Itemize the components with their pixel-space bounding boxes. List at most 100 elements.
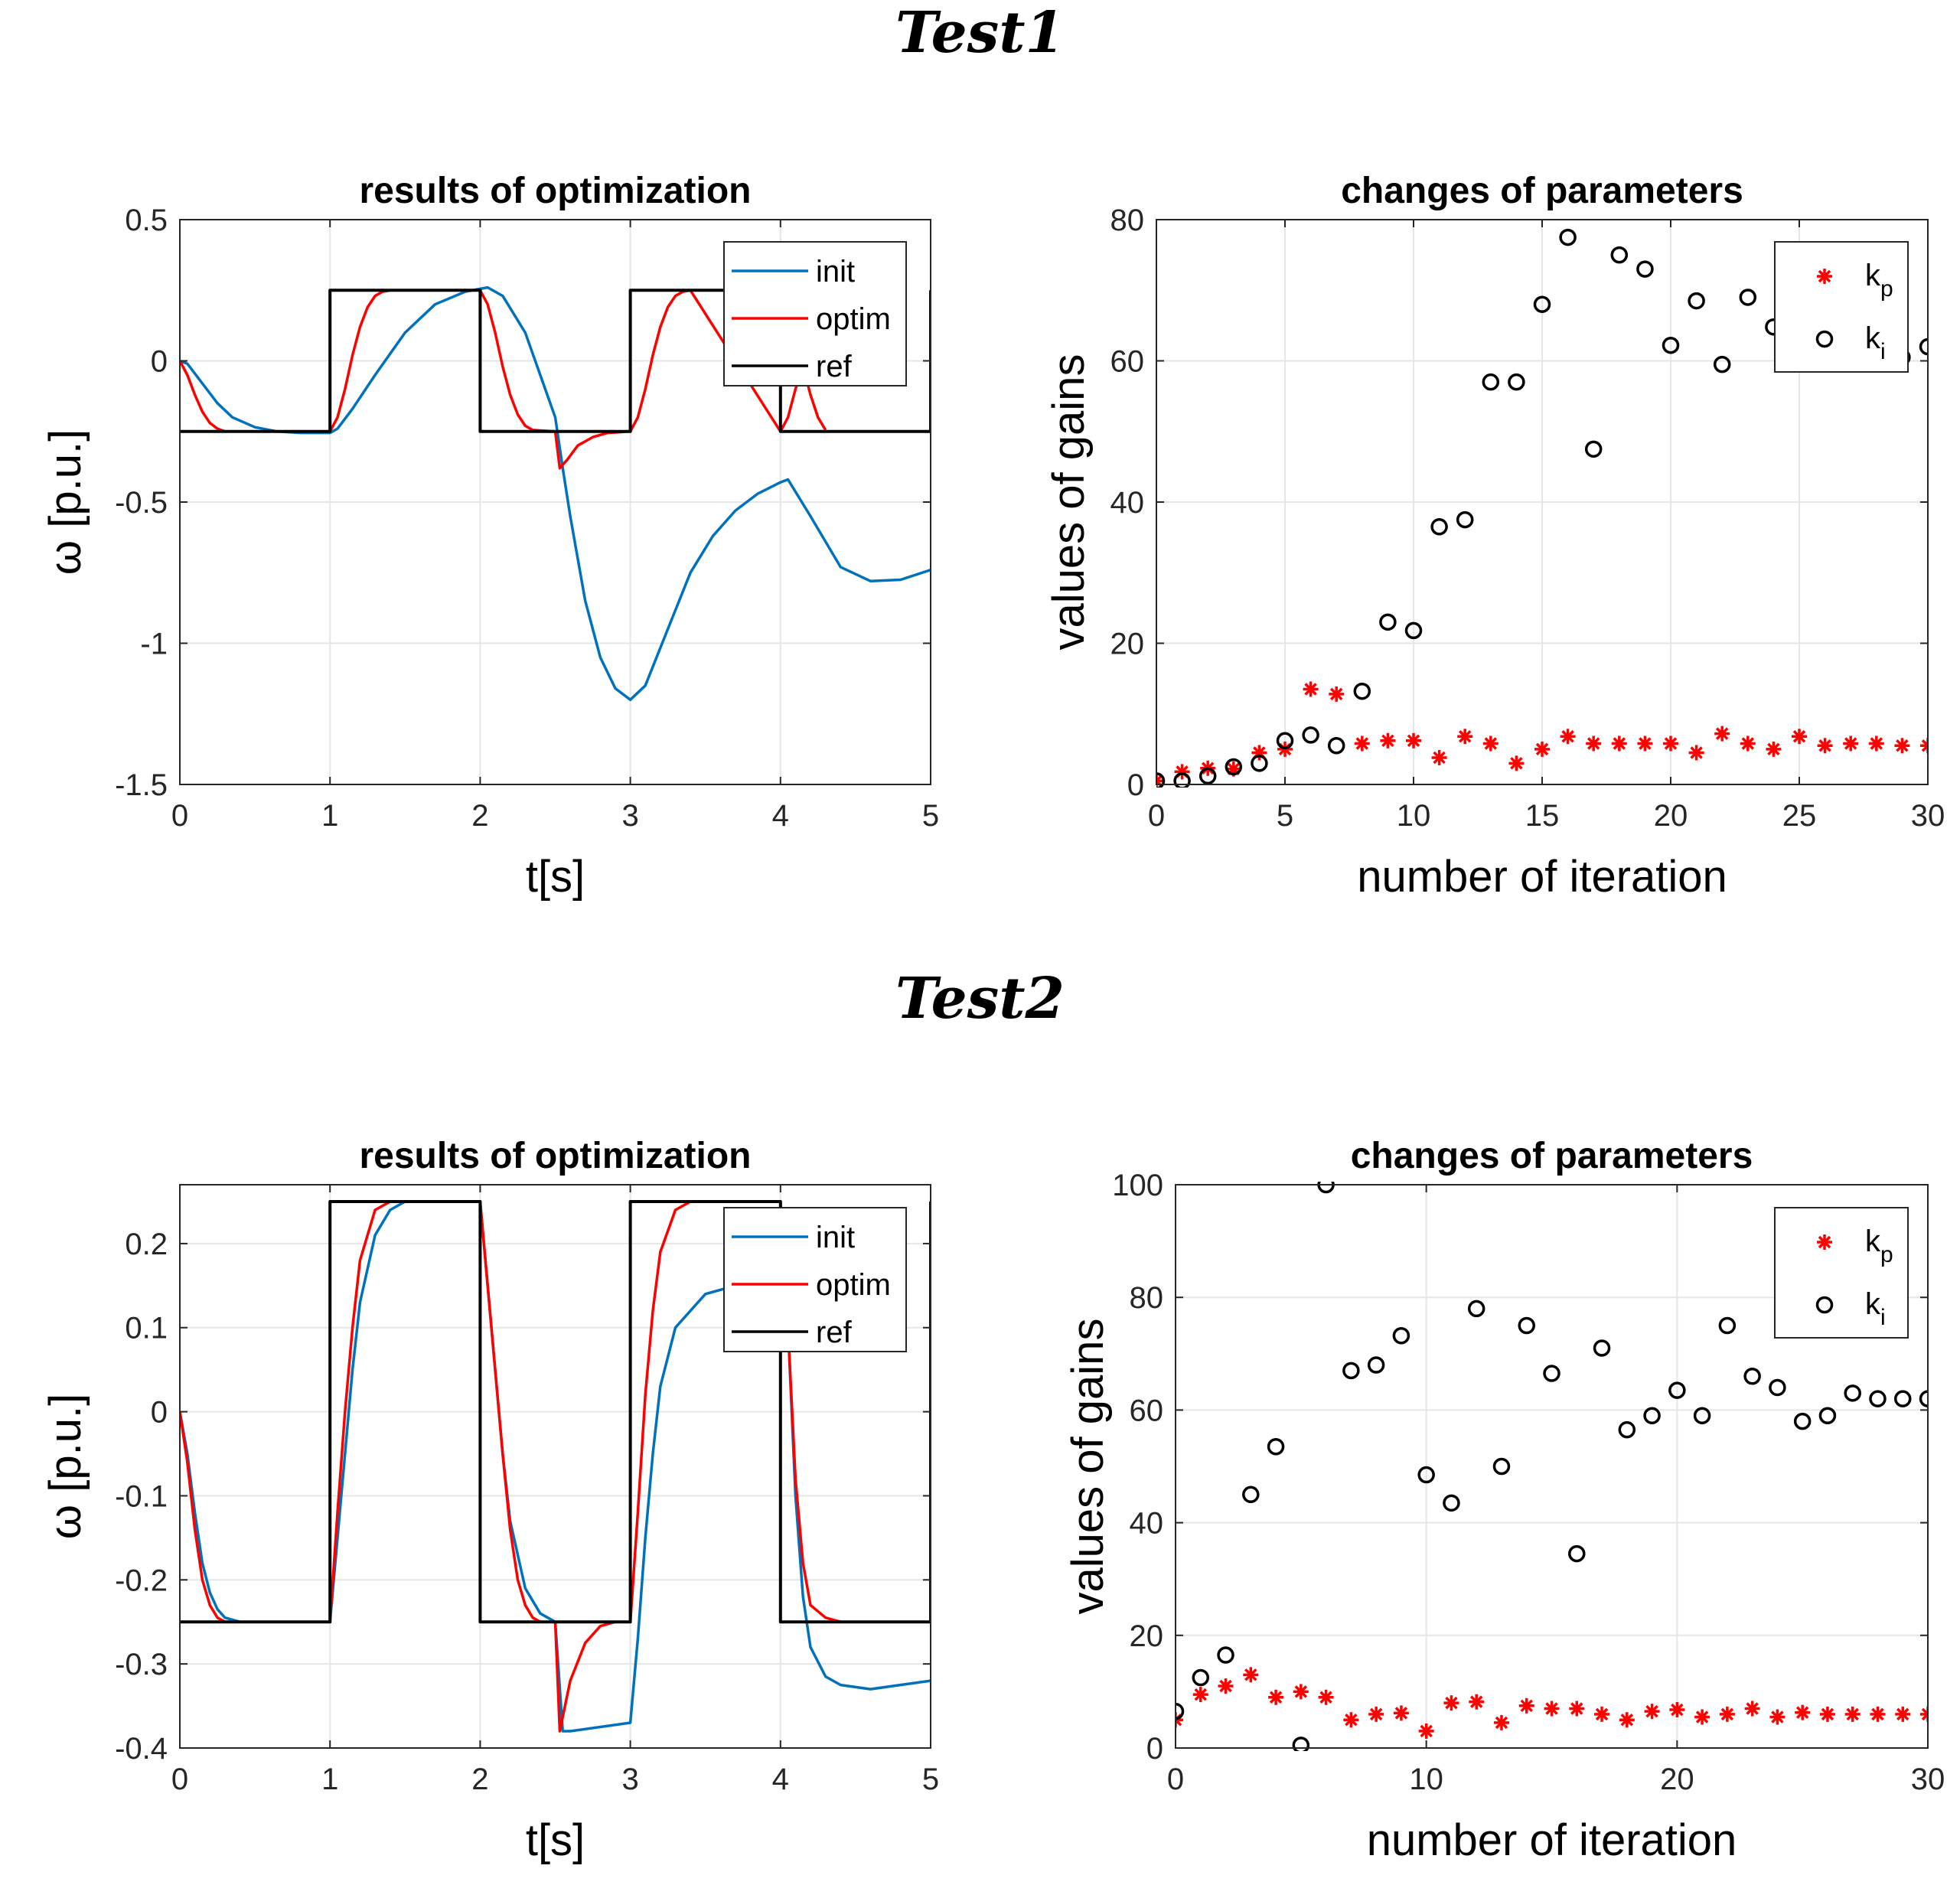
point-ki [1492, 1457, 1511, 1476]
legend-label-ref: ref [816, 1316, 853, 1349]
axes-box [179, 1184, 931, 1749]
point-ki [1192, 1668, 1210, 1687]
point-ki [1818, 1407, 1837, 1425]
y-tick-label: 0.1 [125, 1312, 168, 1345]
plot-title: changes of parameters [1351, 1136, 1753, 1176]
point-ki [1518, 1316, 1535, 1335]
y-tick-label: 60 [1110, 345, 1145, 379]
point-ki [1176, 1702, 1185, 1720]
point-ki [1456, 510, 1474, 529]
y-tick-label: 60 [1130, 1394, 1164, 1427]
x-tick-label: 5 [1277, 799, 1293, 833]
point-ki [1242, 1485, 1260, 1504]
point-kp [1740, 735, 1756, 752]
x-tick-label: 2 [471, 799, 488, 833]
y-tick-label: 20 [1110, 628, 1145, 661]
x-tick-label: 30 [1911, 799, 1945, 833]
point-ki [1636, 260, 1654, 278]
point-ki [1199, 767, 1217, 785]
point-kp [1844, 1706, 1861, 1722]
point-ki [1327, 737, 1345, 755]
y-tick-label: 80 [1130, 1281, 1164, 1315]
y-tick-label: 0 [151, 345, 168, 379]
x-tick-label: 0 [171, 1763, 188, 1796]
point-ki [1251, 755, 1268, 772]
point-kp [1192, 1687, 1208, 1703]
x-tick-label: 25 [1782, 799, 1817, 833]
x-tick-label: 10 [1409, 1763, 1443, 1796]
y-tick-label: 40 [1130, 1507, 1164, 1541]
y-tick-label: -0.4 [115, 1732, 168, 1766]
point-kp [1688, 745, 1704, 761]
point-kp [1870, 1706, 1886, 1722]
legend-label-kp: kp [1865, 1225, 1893, 1267]
y-tick-label: 100 [1112, 1169, 1163, 1202]
point-kp [1714, 726, 1730, 742]
point-ki [1543, 1365, 1560, 1382]
legend-box [723, 1207, 907, 1352]
point-kp [1318, 1689, 1334, 1705]
x-tick-label: 20 [1654, 799, 1688, 833]
point-kp [1303, 681, 1319, 697]
plot-title: changes of parameters [1341, 171, 1743, 211]
point-kp [1586, 735, 1602, 752]
point-ki [1662, 336, 1680, 354]
point-kp [1406, 732, 1421, 748]
series-line-ref [180, 1200, 931, 1624]
y-axis-label: ω [p.u.] [41, 429, 90, 575]
legend-box [1774, 241, 1909, 373]
point-ki [1919, 1390, 1928, 1407]
point-kp [1243, 1667, 1259, 1683]
point-kp [1518, 1697, 1534, 1714]
point-kp [1663, 735, 1678, 752]
point-ki [1379, 613, 1397, 631]
legend-label-ki: ki [1865, 1287, 1886, 1330]
point-kp [1594, 1706, 1610, 1722]
axes-box [1175, 1184, 1929, 1749]
point-kp [1868, 735, 1884, 752]
point-ki [1584, 440, 1603, 458]
t2-gains-chart: 0 10 20 30 0 20 40 60 80 100 changes of parameters… [1063, 1136, 1945, 1865]
point-ki [1417, 1466, 1435, 1484]
series-line-ref [180, 289, 931, 433]
x-tick-label: 30 [1911, 1763, 1945, 1796]
point-ki [1688, 292, 1705, 310]
legend-swatch-kp [1817, 1234, 1832, 1250]
point-ki [1618, 1420, 1636, 1439]
point-kp [1354, 735, 1370, 752]
point-kp [1457, 729, 1473, 745]
point-kp [1544, 1701, 1560, 1717]
point-kp [1293, 1684, 1309, 1700]
point-kp [1644, 1704, 1660, 1720]
plot-title: results of optimization [359, 1136, 751, 1176]
x-tick-label: 0 [1148, 799, 1165, 833]
point-kp [1744, 1701, 1760, 1717]
point-ki [1156, 772, 1166, 788]
t1-response-chart: 0 1 2 3 4 5 -1.5 -1 -0.5 0 0.5 results of optimizat… [41, 171, 939, 902]
y-tick-label: 40 [1110, 486, 1145, 520]
point-kp [1493, 1714, 1509, 1730]
t2-response-chart: 0 1 2 3 4 5 -0.4 -0.3 -0.2 -0.1 0 0.1 0.2 results of … [41, 1136, 939, 1865]
point-ki [1919, 338, 1928, 356]
x-tick-label: 3 [621, 799, 638, 833]
t1-gains-chart: 0 5 10 15 20 25 30 0 20 40 60 80 changes of paramete… [1044, 171, 1945, 902]
y-tick-label: 20 [1130, 1619, 1164, 1653]
point-ki [1559, 228, 1577, 246]
point-ki [1533, 295, 1551, 313]
point-kp [1637, 735, 1653, 752]
point-ki [1869, 1390, 1887, 1407]
x-tick-label: 15 [1525, 799, 1560, 833]
x-tick-label: 1 [321, 799, 338, 833]
point-kp [1482, 735, 1499, 752]
point-kp [1343, 1712, 1359, 1728]
point-ki [1467, 1300, 1485, 1318]
point-kp [1819, 1706, 1835, 1722]
test1-title: Test1 [895, 0, 1065, 66]
x-tick-label: 0 [171, 799, 188, 833]
point-ki [1267, 1437, 1285, 1456]
point-ki [1392, 1326, 1410, 1345]
y-tick-label: 0 [1127, 768, 1144, 802]
x-axis-label: t[s] [526, 1815, 585, 1865]
legend: init optim ref [723, 1207, 907, 1352]
